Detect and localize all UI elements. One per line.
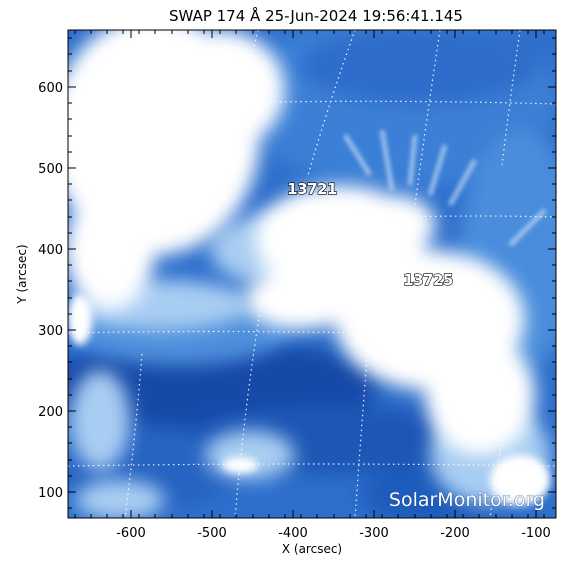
- y-tick-label: 200: [38, 405, 63, 420]
- solar-image: [68, 30, 556, 518]
- x-tick-label: -200: [440, 526, 470, 541]
- x-tick-label: -100: [521, 526, 551, 541]
- x-axis-label: X (arcsec): [282, 542, 342, 556]
- active-region-label: 13725: [403, 271, 453, 289]
- y-tick-labels: 600 500 400 300 200 100: [38, 81, 63, 501]
- y-tick-label: 400: [38, 243, 63, 258]
- y-tick-label: 500: [38, 162, 63, 177]
- x-tick-label: -400: [278, 526, 308, 541]
- watermark-text: SolarMonitor.org: [389, 489, 545, 511]
- x-tick-label: -500: [197, 526, 227, 541]
- plot-frame: [67, 29, 557, 519]
- coordinate-grid: [68, 30, 556, 518]
- plot-title: SWAP 174 Å 25-Jun-2024 19:56:41.145: [169, 6, 463, 25]
- x-tick-label: -300: [359, 526, 389, 541]
- active-region-label: 13721: [287, 180, 337, 198]
- x-tick-label: -600: [116, 526, 146, 541]
- y-tick-label: 600: [38, 81, 63, 96]
- x-tick-labels: -600 -500 -400 -300 -200 -100: [116, 526, 551, 541]
- y-tick-label: 300: [38, 324, 63, 339]
- y-axis-label: Y (arcsec): [15, 244, 29, 304]
- y-tick-label: 100: [38, 486, 63, 501]
